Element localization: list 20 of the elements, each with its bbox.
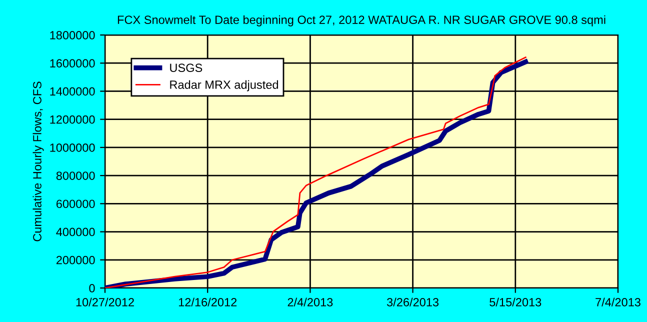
x-tick-label: 10/27/2012 [76, 298, 134, 306]
legend-label: Radar MRX adjusted [170, 80, 278, 92]
y-tick-label: 600000 [56, 200, 95, 208]
y-tick-label: 1400000 [50, 87, 95, 96]
y-tick-label: 1800000 [50, 31, 95, 40]
chart-title: FCX Snowmelt To Date beginning Oct 27, 2012 WATAUGA R. NR SUGAR GROVE 90.8 sqmi [118, 15, 606, 26]
y-tick-label: 1000000 [50, 143, 95, 152]
y-tick-label: 400000 [56, 228, 95, 236]
y-tick-label: 0 [89, 284, 95, 292]
x-tick-label: 2/4/2013 [288, 298, 333, 306]
legend-label: USGS [170, 64, 202, 72]
y-tick-label: 1200000 [50, 115, 95, 124]
y-axis-title: Cumulative Hourly Flows, CFS [32, 82, 44, 242]
x-tick-label: 12/16/2012 [178, 298, 237, 306]
x-tick-label: 3/26/2013 [386, 298, 439, 306]
x-tick-label: 5/15/2013 [490, 298, 542, 306]
y-tick-label: 200000 [56, 256, 95, 264]
x-tick-label: 7/4/2013 [596, 298, 640, 306]
y-tick-label: 800000 [56, 172, 95, 180]
y-tick-label: 1600000 [50, 59, 95, 68]
